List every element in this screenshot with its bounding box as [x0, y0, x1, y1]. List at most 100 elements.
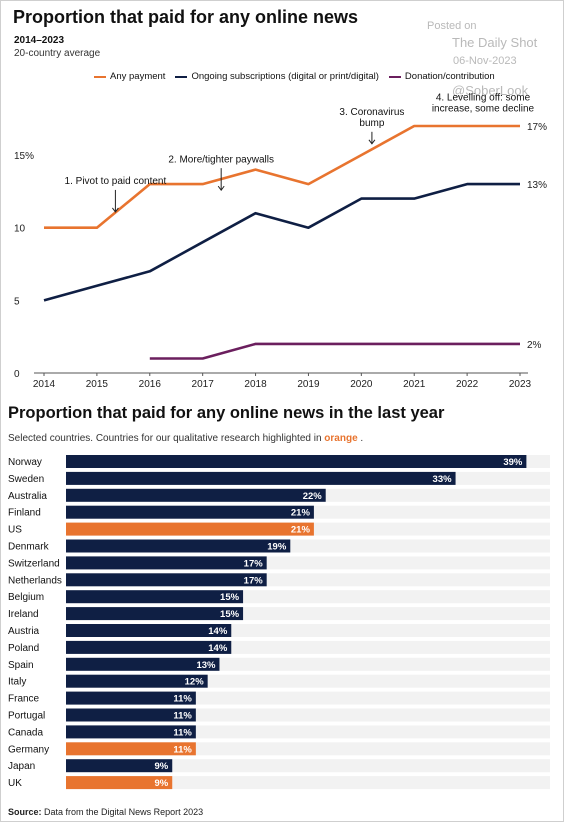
bar-value-label-italy: 12% [185, 677, 205, 688]
series-any-payment-end-label: 17% [527, 122, 547, 133]
x-tick-label: 2017 [192, 379, 215, 390]
bar-value-label-uk: 9% [155, 778, 169, 789]
bar-value-label-belgium: 15% [220, 592, 240, 603]
annotation-1-text: 1. Pivot to paid content [65, 176, 167, 187]
annotation-2-text: 2. More/tighter paywalls [168, 154, 274, 165]
bar-category-label-spain: Spain [8, 660, 34, 671]
legend-swatch-subscriptions [175, 75, 188, 78]
bar-chart: Norway 39% Sweden 33% Australia 22% Finland 21%… [8, 455, 550, 790]
bar-portugal [66, 708, 196, 722]
watermark-publisher: The Daily Shot [452, 35, 538, 50]
bar-category-label-france: France [8, 694, 40, 705]
x-tick-label: 2015 [86, 379, 109, 390]
bar-value-label-finland: 21% [291, 508, 311, 519]
bar-chart-subtitle-prefix: Selected countries. Countries for our qu… [8, 433, 322, 444]
bar-value-label-us: 21% [291, 525, 311, 536]
legend-label-any-payment: Any payment [110, 71, 166, 82]
bar-category-label-finland: Finland [8, 508, 41, 519]
bar-value-label-germany: 11% [173, 744, 192, 755]
watermark-date: 06-Nov-2023 [453, 55, 517, 67]
bar-canada [66, 725, 196, 739]
annotation-4-text: 4. Levelling off: some [436, 92, 531, 103]
bar-germany [66, 742, 196, 756]
bar-value-label-poland: 14% [208, 643, 228, 654]
x-tick-label: 2021 [403, 379, 426, 390]
bar-netherlands [66, 573, 267, 587]
x-tick-label: 2022 [456, 379, 479, 390]
line-chart-years: 2014–2023 [14, 35, 65, 46]
bar-category-label-canada: Canada [8, 727, 43, 738]
bar-denmark [66, 539, 291, 553]
annotation-3-text: 3. Coronavirus [339, 107, 404, 118]
bar-value-label-ireland: 15% [220, 609, 240, 620]
bar-austria [66, 624, 232, 637]
bar-belgium [66, 590, 244, 604]
bar-category-label-austria: Austria [8, 626, 40, 637]
bar-chart-subtitle-suffix: . [360, 433, 364, 444]
legend-label-subscriptions: Ongoing subscriptions (digital or print/… [191, 71, 379, 82]
annotation-3-text: bump [359, 118, 384, 129]
bar-track-japan [66, 759, 550, 773]
y-tick-label: 10 [14, 224, 26, 235]
x-tick-label: 2014 [33, 379, 56, 390]
bar-spain [66, 657, 220, 671]
bar-uk [66, 776, 173, 790]
bar-value-label-france: 11% [173, 694, 192, 705]
bar-japan [66, 759, 173, 773]
legend-item-subscriptions: Ongoing subscriptions (digital or print/… [175, 71, 379, 82]
bar-category-label-denmark: Denmark [8, 542, 50, 553]
bar-value-label-denmark: 19% [267, 542, 287, 553]
bar-category-label-switzerland: Switzerland [8, 558, 60, 569]
x-tick-label: 2019 [297, 379, 320, 390]
series-donation-line [149, 342, 520, 360]
annotation-4-text: increase, some decline [432, 103, 535, 114]
y-tick-label: 0 [14, 369, 20, 380]
legend-label-donation: Donation/contribution [404, 71, 495, 82]
bar-ireland [66, 607, 244, 621]
watermark-posted-on: Posted on [427, 20, 477, 32]
legend-swatch-donation [388, 75, 401, 78]
legend-item-donation: Donation/contribution [388, 71, 495, 82]
bar-chart-title: Proportion that paid for any online news… [8, 404, 445, 422]
bar-australia [66, 488, 326, 502]
annotation-arrowhead-3 [368, 139, 376, 145]
bar-value-label-norway: 39% [503, 457, 523, 468]
bar-france [66, 691, 196, 705]
annotation-arrowhead-2 [217, 185, 225, 191]
x-tick-label: 2020 [350, 379, 373, 390]
y-tick-label: 5 [14, 296, 20, 307]
watermark-handle: @SoberLook [452, 83, 529, 98]
bar-category-label-poland: Poland [8, 643, 39, 654]
source-note: Source: Data from the Digital News Repor… [8, 807, 203, 817]
bar-norway [66, 455, 527, 468]
bar-category-label-netherlands: Netherlands [8, 575, 62, 586]
bar-us [66, 522, 314, 536]
series-subscriptions-line [43, 182, 520, 302]
y-tick-label: 15% [14, 151, 34, 162]
series-donation-end-label: 2% [527, 340, 542, 351]
bar-category-label-uk: UK [8, 778, 22, 789]
bar-value-label-australia: 22% [303, 491, 323, 502]
bar-category-label-sweden: Sweden [8, 474, 44, 485]
bar-category-label-italy: Italy [8, 677, 26, 688]
line-chart-subtitle: 20-country average [14, 48, 101, 59]
bar-poland [66, 640, 232, 654]
bar-chart-subtitle: Selected countries. Countries for our qu… [8, 433, 363, 444]
bar-sweden [66, 471, 456, 485]
bar-category-label-germany: Germany [8, 744, 49, 755]
bar-category-label-ireland: Ireland [8, 609, 39, 620]
bar-category-label-portugal: Portugal [8, 711, 45, 722]
source-label: Source: [8, 807, 42, 817]
bar-value-label-austria: 14% [208, 626, 228, 637]
bar-track-uk [66, 776, 550, 790]
series-subscriptions-end-label: 13% [527, 180, 547, 191]
line-chart-legend: Any payment Ongoing subscriptions (digit… [94, 71, 505, 82]
x-tick-label: 2016 [139, 379, 162, 390]
bar-finland [66, 505, 314, 519]
line-chart-title: Proportion that paid for any online news [13, 7, 359, 27]
annotation-arrowhead-1 [112, 207, 119, 213]
bar-category-label-japan: Japan [8, 761, 35, 772]
bar-category-label-australia: Australia [8, 491, 47, 502]
legend-swatch-any-payment [94, 75, 106, 78]
bar-italy [66, 674, 208, 688]
